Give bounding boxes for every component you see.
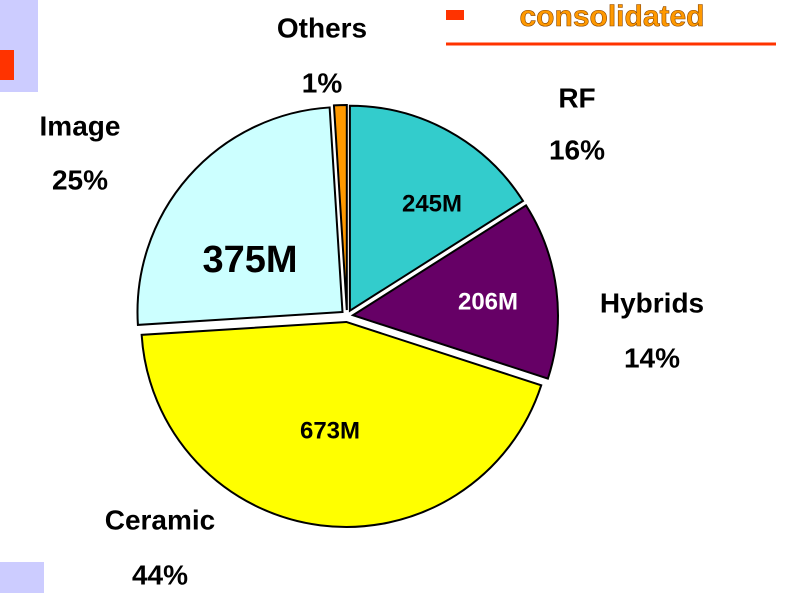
slice-percent: 1% [302,67,343,98]
pie-slice [140,320,543,528]
side-box [0,562,44,593]
slice-percent: 25% [52,164,108,195]
bullet [446,10,464,20]
slice-name: Hybrids [600,287,704,318]
pie-slice [332,104,348,311]
slice-percent: 44% [132,559,188,590]
slice-amount: 245M [402,190,462,217]
slice-amount: 673M [300,417,360,444]
pie-slice [348,104,525,313]
slice-name: Image [40,110,121,141]
slice-name: Ceramic [105,504,216,535]
slice-name: RF [558,82,595,113]
side-marker [0,50,14,80]
slice-name: Others [277,12,367,43]
pie-slice [350,204,559,380]
slice-amount: 206M [458,288,518,315]
slice-percent: 14% [624,342,680,373]
pie-slice [136,106,344,326]
header-note: consolidated [519,0,704,33]
slice-amount: 375M [202,239,297,281]
slice-percent: 16% [549,134,605,165]
